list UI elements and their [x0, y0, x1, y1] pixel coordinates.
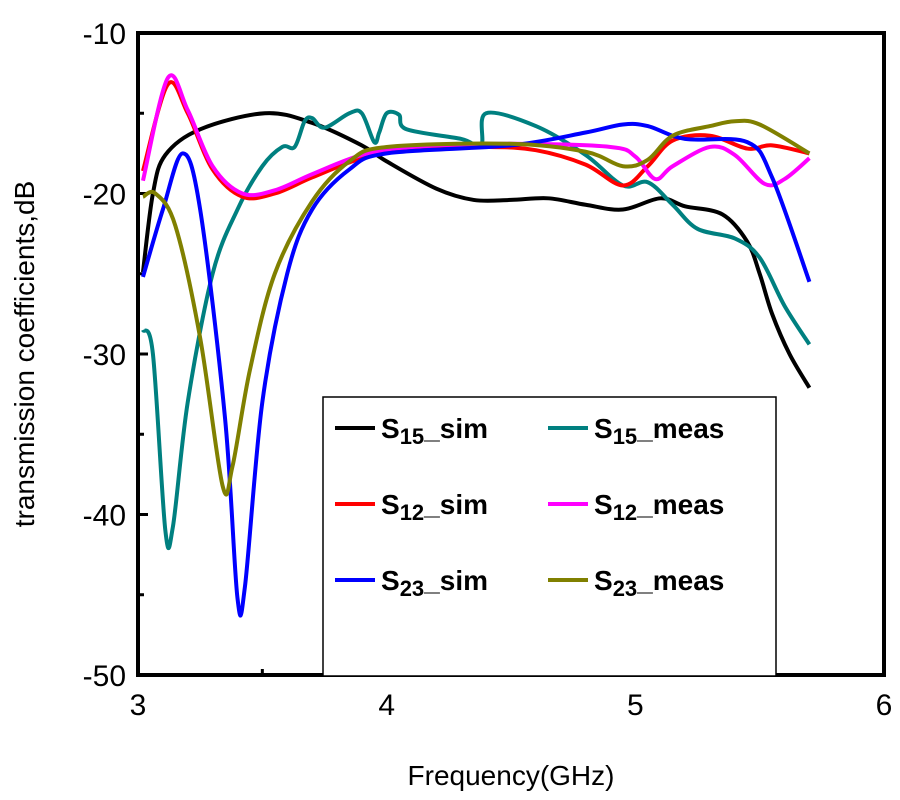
y-tick-label: -30 [83, 339, 126, 372]
x-tick-label: 4 [378, 689, 395, 722]
y-tick-label: -50 [83, 660, 126, 693]
legend: S15_sim S15_meas S12_sim S12_meas S23_sim S23… [322, 396, 777, 677]
series-line-s15-meas [141, 108, 812, 550]
y-tick-label: -40 [83, 500, 126, 533]
legend-entry: S15_sim [381, 413, 488, 449]
x-tick-label: 3 [130, 689, 147, 722]
series-line-s15-sim [140, 111, 812, 389]
x-tick-label: 6 [876, 689, 893, 722]
series-line-s23-meas [142, 118, 811, 497]
x-axis-label: Frequency(GHz) [408, 760, 615, 791]
legend-entry: S15_meas [594, 413, 724, 449]
legend-entry: S23_sim [381, 565, 488, 601]
y-tick-label: -10 [83, 18, 126, 51]
legend-entry: S12_sim [381, 489, 488, 525]
y-tick-label: -20 [83, 179, 126, 212]
y-axis-label: transmission coefficients,dB [9, 181, 40, 528]
x-tick-label: 5 [627, 689, 644, 722]
legend-entry: S12_meas [594, 489, 724, 525]
legend-entry: S23_meas [594, 565, 724, 601]
